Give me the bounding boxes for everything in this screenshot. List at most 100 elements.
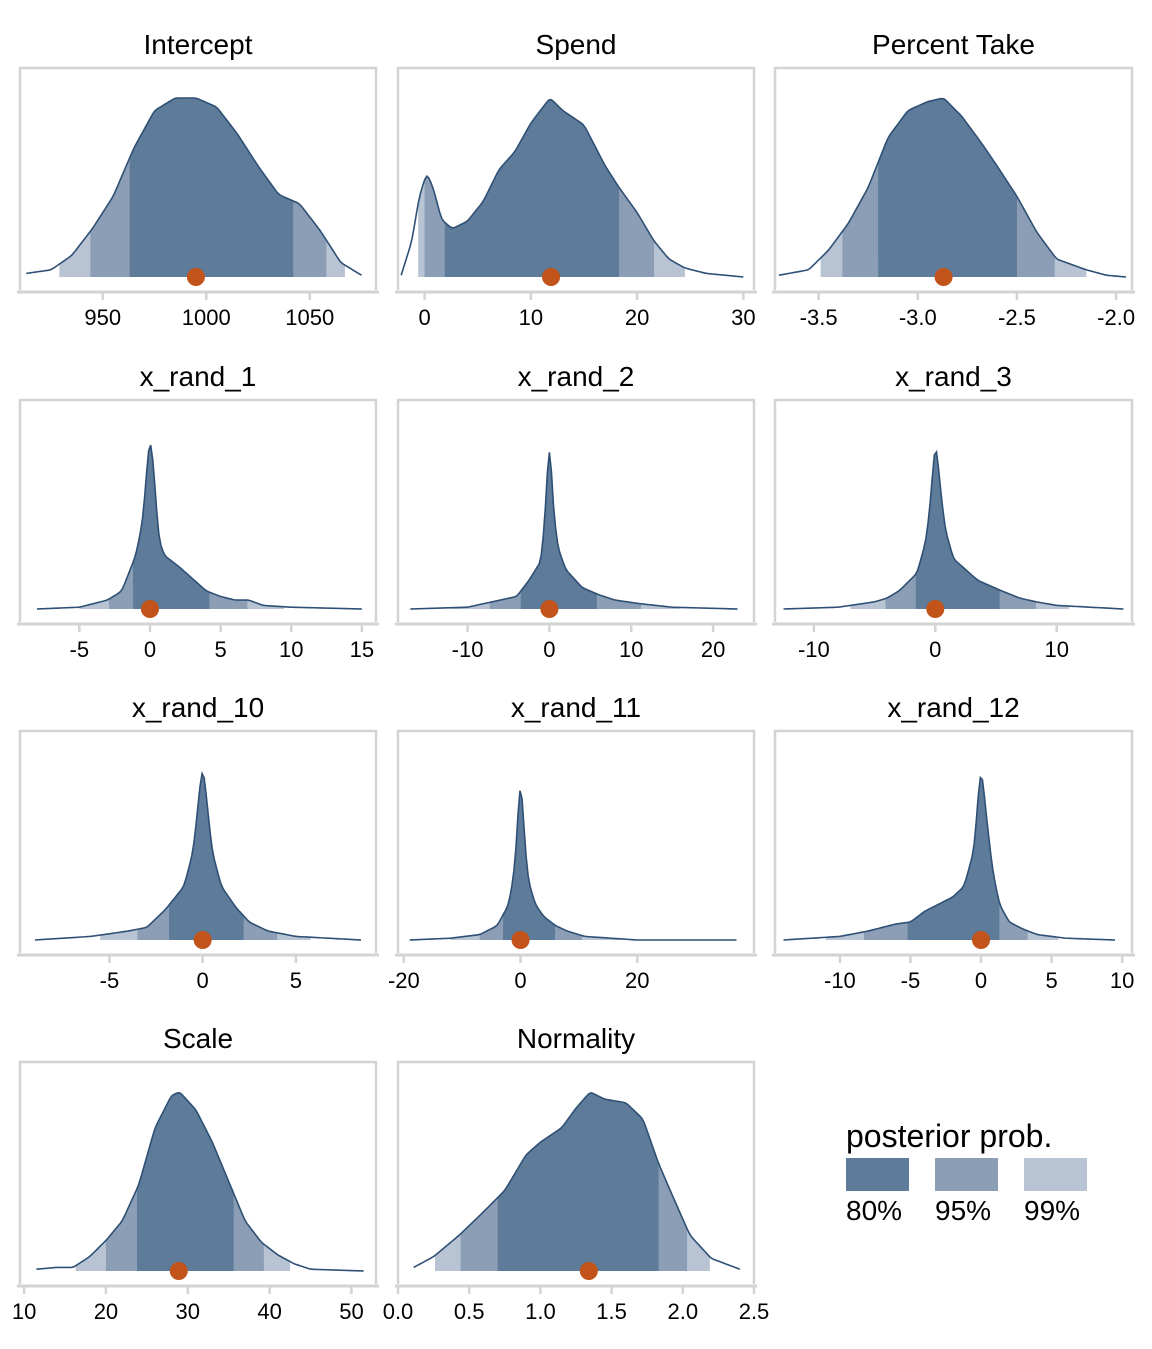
interval-p80-area (878, 98, 1017, 277)
x-tick-label: 0 (543, 637, 555, 662)
median-point (169, 1262, 188, 1280)
x-tick-label: 0 (514, 968, 526, 993)
x-tick-label: 30 (176, 1299, 200, 1324)
x-tick-label: 0 (197, 968, 209, 993)
panel-title: Intercept (144, 29, 253, 60)
interval-p80-area (915, 451, 1000, 609)
panel-frame (773, 66, 1134, 290)
x-tick-label: 1.0 (525, 1299, 556, 1324)
x-tick-label: 20 (701, 637, 725, 662)
panel-x-rand-1: x_rand_1 -5 0 5 10 15 (17, 361, 379, 662)
panel-title: Scale (163, 1023, 233, 1054)
legend-swatch-80 (846, 1158, 909, 1191)
x-tick-label: 950 (84, 305, 121, 330)
median-point (193, 931, 212, 949)
x-tick-label: 10 (619, 637, 643, 662)
median-point (542, 268, 561, 286)
interval-p80-area (503, 790, 555, 940)
x-tick-label: 5 (290, 968, 302, 993)
legend-title: posterior prob. (846, 1118, 1053, 1154)
panel-title: x_rand_1 (140, 361, 257, 392)
panel-x-rand-11: x_rand_11 -20 0 20 (388, 692, 757, 993)
x-tick-label: 1050 (285, 305, 334, 330)
panel-frame (773, 398, 1134, 622)
x-tick-label: -5 (901, 968, 921, 993)
panel-title: Percent Take (872, 29, 1035, 60)
median-point (926, 600, 945, 618)
density-curve (36, 444, 362, 610)
legend-label-95: 95% (935, 1195, 992, 1226)
panel-spend: Spend 0 10 20 30 (395, 29, 757, 330)
x-tick-label: 0 (929, 637, 941, 662)
density-curve (26, 97, 362, 276)
x-tick-label: -10 (452, 637, 484, 662)
panel-frame (18, 1060, 378, 1284)
x-tick-label: 2.0 (668, 1299, 699, 1324)
x-tick-label: 10 (1044, 637, 1068, 662)
x-tick-label: -3.5 (800, 305, 838, 330)
median-point (579, 1262, 598, 1280)
density-curve (778, 97, 1127, 278)
panel-frame (773, 729, 1134, 953)
panel-title: x_rand_3 (895, 361, 1012, 392)
x-tick-label: 0 (418, 305, 430, 330)
legend-item-95: 95% (935, 1158, 1024, 1227)
panel-frame (18, 398, 378, 622)
density-curve (413, 1092, 741, 1270)
interval-p80-area (520, 452, 597, 609)
x-tick-label: 2.5 (739, 1299, 770, 1324)
panel-frame (18, 729, 378, 953)
interval-p80-area (137, 1092, 234, 1271)
panel-title: x_rand_10 (132, 692, 264, 723)
density-curve (34, 770, 362, 941)
panel-title: x_rand_2 (518, 361, 635, 392)
median-point (540, 600, 559, 618)
x-tick-label: -10 (824, 968, 856, 993)
interval-p80-area (497, 1092, 659, 1271)
panel-title: Normality (517, 1023, 635, 1054)
density-curve (409, 790, 737, 941)
panel-frame (396, 398, 756, 622)
panel-frame (396, 66, 756, 290)
x-tick-label: 15 (350, 637, 374, 662)
x-tick-label: 5 (1045, 968, 1057, 993)
median-point (934, 268, 953, 286)
panel-title: Spend (536, 29, 617, 60)
x-tick-label: 0 (144, 637, 156, 662)
x-tick-label: 20 (625, 968, 649, 993)
panel-frame (396, 1060, 756, 1284)
x-tick-label: -2.0 (1097, 305, 1135, 330)
legend-label-80: 80% (846, 1195, 903, 1226)
x-tick-label: 10 (279, 637, 303, 662)
x-tick-label: 10 (519, 305, 543, 330)
density-curve (783, 449, 1124, 610)
density-curve (783, 775, 1116, 941)
x-tick-label: 10 (12, 1299, 36, 1324)
panel-frame (396, 729, 756, 953)
x-tick-label: 0.0 (383, 1299, 414, 1324)
x-tick-label: 20 (625, 305, 649, 330)
median-point (972, 931, 991, 949)
x-tick-label: 1000 (182, 305, 231, 330)
x-tick-label: 1.5 (596, 1299, 627, 1324)
x-tick-label: -10 (798, 637, 830, 662)
x-tick-label: -3.0 (899, 305, 937, 330)
x-tick-label: -2.5 (998, 305, 1036, 330)
x-tick-label: -5 (70, 637, 90, 662)
panel-percent-take: Percent Take -3.5 -3.0 -2.5 -2.0 (772, 29, 1135, 330)
median-point (140, 600, 159, 618)
panel-scale: Scale 10 20 30 40 50 (12, 1023, 379, 1324)
legend-item-80: 80% (846, 1158, 935, 1227)
density-curve (36, 1091, 364, 1272)
interval-p80-area (169, 773, 244, 940)
panel-x-rand-2: x_rand_2 -10 0 10 20 (395, 361, 757, 662)
x-tick-label: -20 (388, 968, 420, 993)
x-tick-label: 5 (214, 637, 226, 662)
x-tick-label: 50 (339, 1299, 363, 1324)
x-tick-label: -5 (100, 968, 120, 993)
panel-x-rand-10: x_rand_10 -5 0 5 (17, 692, 379, 993)
panel-frame (18, 66, 378, 290)
panel-x-rand-3: x_rand_3 -10 0 10 (772, 361, 1135, 662)
